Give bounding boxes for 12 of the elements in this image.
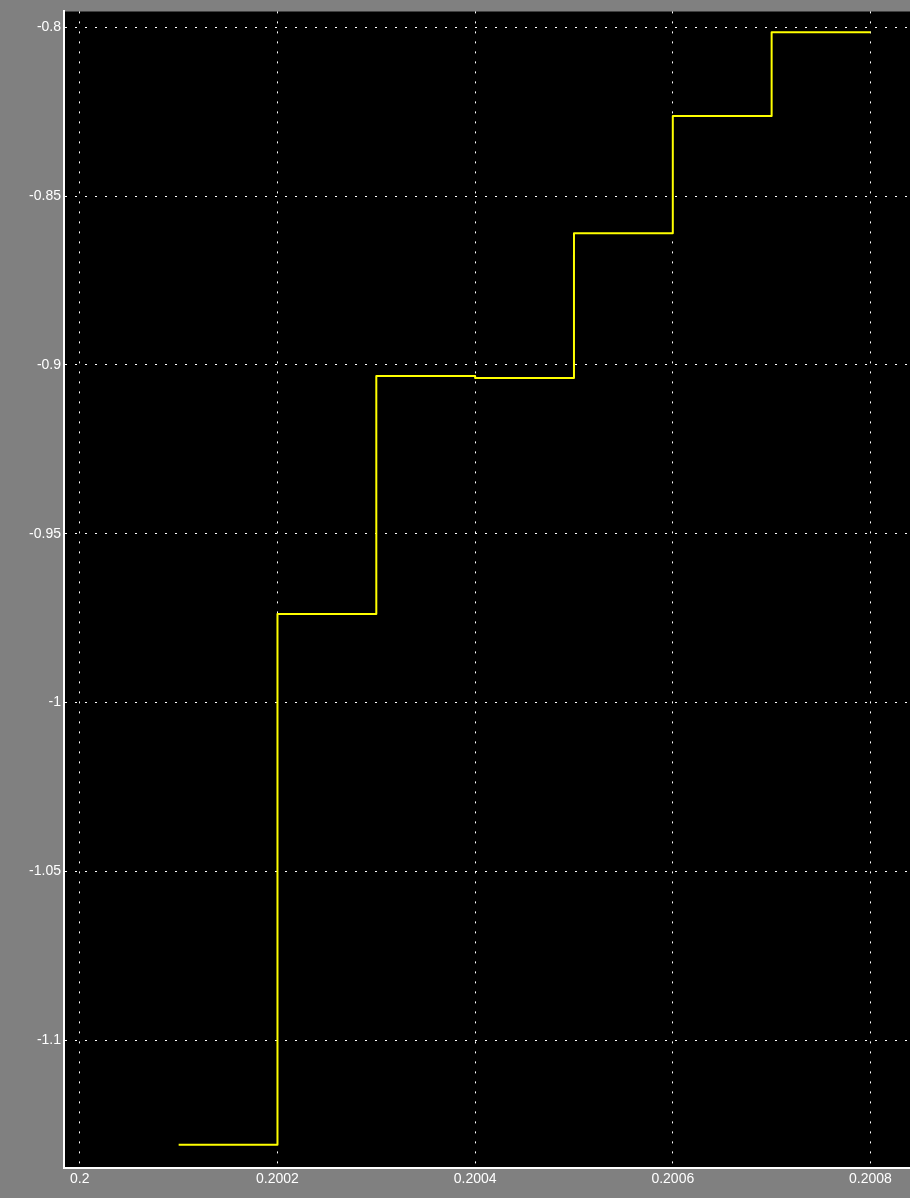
y-tick-label: -0.95 <box>29 524 62 541</box>
y-tick-label: -0.9 <box>36 355 62 372</box>
y-tick-label: -1 <box>48 693 62 710</box>
x-tick-label: 0.2004 <box>453 1170 497 1187</box>
y-tick-label: -0.8 <box>36 18 62 35</box>
y-tick-label: -1.05 <box>29 862 62 879</box>
y-tick-label: -0.85 <box>29 186 62 203</box>
x-tick-label: 0.2 <box>70 1170 90 1187</box>
x-tick-label: 0.2002 <box>256 1170 300 1187</box>
x-tick-label: 0.2008 <box>849 1170 893 1187</box>
y-tick-label: -1.1 <box>36 1030 62 1047</box>
x-tick-label: 0.2006 <box>651 1170 695 1187</box>
